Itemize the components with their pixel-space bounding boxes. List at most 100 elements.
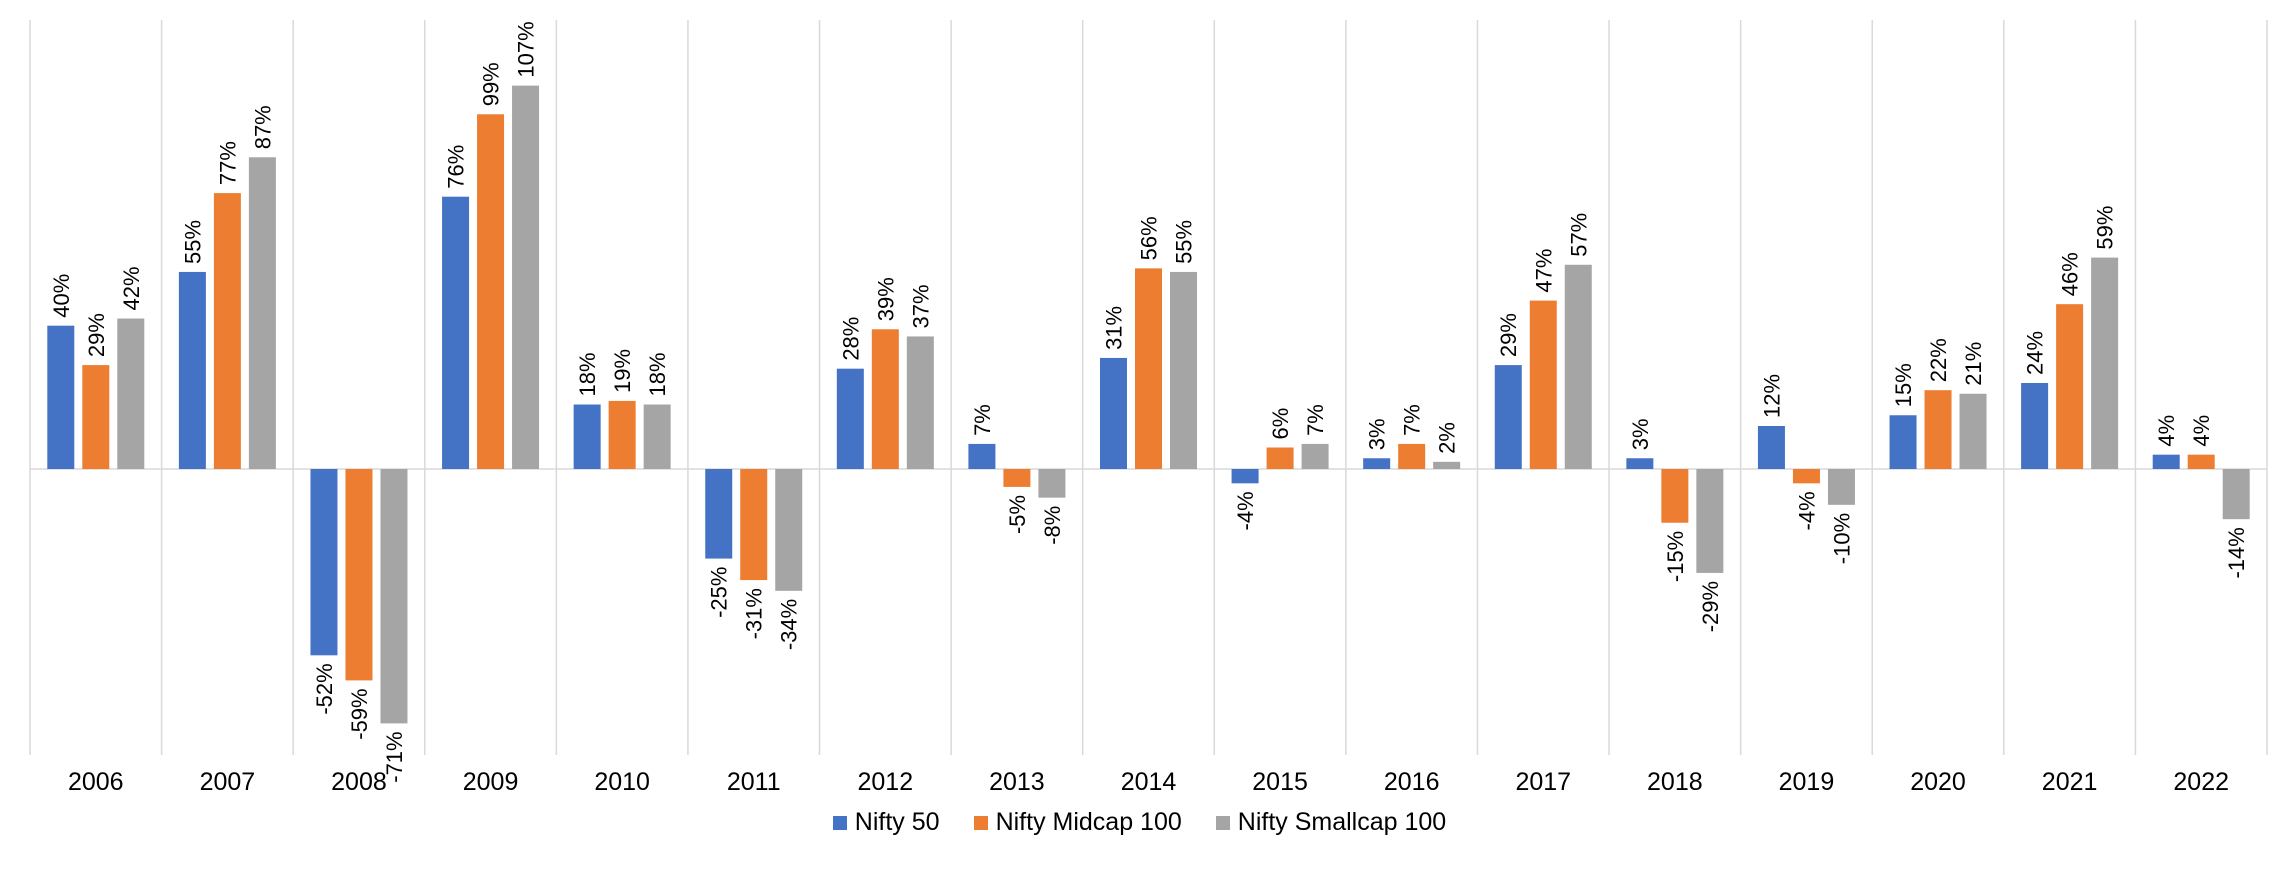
- data-label: 40%: [49, 274, 74, 318]
- data-label: 7%: [970, 404, 995, 436]
- data-label: 76%: [444, 145, 469, 189]
- x-tick-label: 2015: [1252, 768, 1308, 790]
- data-label: 18%: [575, 352, 600, 396]
- bar: [1529, 300, 1557, 469]
- bar: [1827, 469, 1855, 505]
- data-label: 6%: [1268, 408, 1293, 440]
- data-label: 37%: [908, 284, 933, 328]
- bar: [1363, 458, 1391, 469]
- data-label: 18%: [645, 352, 670, 396]
- data-label: 42%: [119, 266, 144, 310]
- bar: [573, 404, 601, 469]
- bar: [775, 469, 803, 591]
- bar: [705, 469, 733, 559]
- legend: Nifty 50 Nifty Midcap 100 Nifty Smallcap 1…: [0, 808, 2279, 837]
- x-tick-label: 2018: [1647, 768, 1703, 790]
- legend-swatch: [1215, 815, 1230, 830]
- bar: [1301, 443, 1329, 469]
- bar: [1889, 415, 1917, 469]
- data-label: -8%: [1040, 506, 1065, 545]
- data-label: 107%: [514, 21, 539, 77]
- legend-label: Nifty Midcap 100: [995, 808, 1182, 836]
- bar: [477, 114, 505, 470]
- legend-entry: Nifty Midcap 100: [973, 808, 1182, 837]
- data-label: 4%: [2189, 415, 2214, 447]
- bar: [1003, 469, 1031, 487]
- legend-label: Nifty Smallcap 100: [1237, 808, 1447, 836]
- legend-swatch: [832, 815, 847, 830]
- data-label: -52%: [312, 663, 337, 714]
- x-tick-label: 2014: [1121, 768, 1177, 790]
- bar: [2056, 304, 2084, 469]
- data-label: 57%: [1566, 213, 1591, 257]
- data-label: -4%: [1233, 491, 1258, 530]
- bar: [345, 469, 373, 681]
- data-label: 7%: [1303, 404, 1328, 436]
- x-tick-label: 2008: [331, 768, 387, 790]
- bar: [117, 318, 145, 469]
- data-label: 59%: [2093, 206, 2118, 250]
- data-label: 15%: [1891, 363, 1916, 407]
- bar: [1038, 469, 1066, 498]
- data-label: 2%: [1435, 422, 1460, 454]
- legend-entry: Nifty Smallcap 100: [1215, 808, 1447, 837]
- bar: [1757, 426, 1785, 469]
- bar: [1494, 365, 1522, 469]
- bar: [1564, 264, 1592, 469]
- bar: [310, 469, 338, 656]
- bar: [178, 271, 206, 469]
- data-label: 99%: [479, 62, 504, 106]
- bar-chart: 40% 29% 42% 55% 77% 87% -52% -59% -71% 76% 99% 107%…: [29, 20, 2268, 796]
- bar: [836, 368, 864, 469]
- bar: [1661, 469, 1689, 523]
- data-label: 3%: [1628, 418, 1653, 450]
- bar: [740, 469, 768, 581]
- data-label: 31%: [1102, 306, 1127, 350]
- x-tick-label: 2009: [463, 768, 519, 790]
- x-tick-label: 2012: [858, 768, 914, 790]
- x-tick-label: 2019: [1779, 768, 1835, 790]
- data-label: -25%: [707, 567, 732, 618]
- x-tick-label: 2022: [2173, 768, 2229, 790]
- bar: [871, 329, 899, 469]
- data-label: 3%: [1365, 418, 1390, 450]
- x-tick-label: 2021: [2042, 768, 2098, 790]
- bar: [2222, 469, 2250, 520]
- data-label: -34%: [777, 599, 802, 650]
- bar: [1100, 357, 1127, 469]
- bar: [1924, 390, 1952, 469]
- bar: [248, 157, 276, 470]
- data-label: 7%: [1400, 404, 1425, 436]
- bar: [1398, 443, 1426, 469]
- data-label: -31%: [742, 588, 767, 639]
- bar: [1231, 469, 1259, 484]
- legend-swatch: [973, 815, 988, 830]
- data-label: 55%: [1172, 220, 1197, 264]
- bar: [1433, 461, 1461, 469]
- bar: [2187, 454, 2215, 469]
- data-label: 22%: [1926, 338, 1951, 382]
- data-label: 19%: [610, 349, 635, 393]
- bar: [2091, 257, 2119, 469]
- bar: [1266, 447, 1294, 469]
- bar: [2021, 383, 2049, 469]
- data-label: 56%: [1137, 216, 1162, 260]
- bar: [1792, 469, 1820, 484]
- data-label: 29%: [1496, 313, 1521, 357]
- data-label: 28%: [838, 317, 863, 361]
- data-label: -71%: [382, 731, 407, 782]
- x-tick-label: 2020: [1910, 768, 1966, 790]
- x-tick-label: 2013: [989, 768, 1045, 790]
- x-tick-label: 2007: [200, 768, 256, 790]
- data-labels: 40% 29% 42% 55% 77% 87% -52% -59% -71% 76% 99% 107%…: [49, 21, 2249, 782]
- bar: [1959, 393, 1987, 469]
- bar: [1170, 271, 1197, 469]
- bar: [1696, 469, 1724, 573]
- data-label: 29%: [84, 313, 109, 357]
- bar: [213, 193, 241, 469]
- data-label: -59%: [347, 688, 372, 739]
- bar: [380, 469, 408, 724]
- data-label: -15%: [1663, 531, 1688, 582]
- data-label: 12%: [1759, 374, 1784, 418]
- data-label: -5%: [1005, 495, 1030, 534]
